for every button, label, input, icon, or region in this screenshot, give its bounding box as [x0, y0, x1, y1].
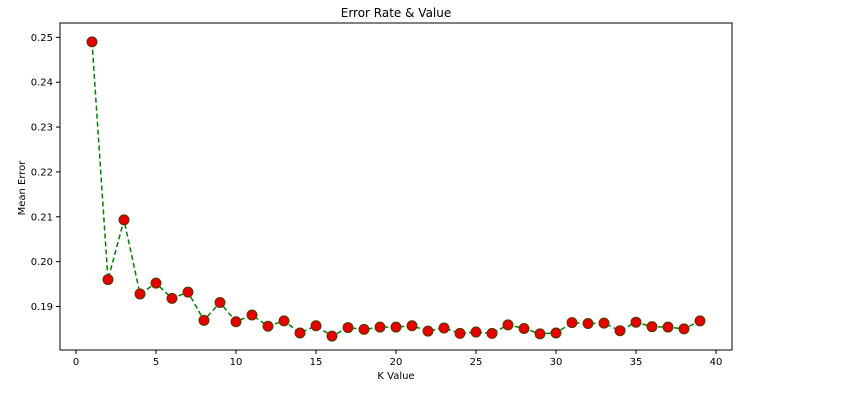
y-axis-label: Mean Error [17, 160, 28, 216]
data-point [294, 327, 306, 339]
data-point [502, 319, 514, 331]
chart-title: Error Rate & Value [341, 6, 452, 20]
data-point [646, 321, 658, 333]
y-axis-ticks: 0.19 0.20 0.21 0.22 0.23 0.24 0.25 [31, 33, 60, 313]
data-point [166, 292, 178, 304]
data-point [470, 326, 482, 338]
x-axis-label: K Value [377, 371, 414, 382]
series-markers [86, 36, 706, 342]
data-point [310, 320, 322, 332]
data-point [694, 315, 706, 327]
data-point [86, 36, 98, 48]
data-point [662, 321, 674, 333]
data-point [454, 327, 466, 339]
x-tick-label: 40 [710, 357, 723, 368]
data-point [214, 296, 226, 308]
x-tick-label: 10 [230, 357, 243, 368]
y-tick-label: 0.25 [31, 33, 53, 44]
data-point [582, 318, 594, 330]
data-point [150, 277, 162, 289]
x-tick-label: 30 [550, 357, 563, 368]
data-point [358, 323, 370, 335]
y-tick-label: 0.19 [31, 302, 53, 313]
x-tick-label: 0 [73, 357, 79, 368]
data-point [246, 309, 258, 321]
data-point [406, 320, 418, 332]
data-point [198, 314, 210, 326]
data-point [182, 286, 194, 298]
y-tick-label: 0.20 [31, 257, 53, 268]
data-point [374, 321, 386, 333]
y-tick-label: 0.24 [31, 78, 53, 89]
data-point [342, 322, 354, 334]
x-tick-label: 35 [630, 357, 643, 368]
x-tick-label: 25 [470, 357, 483, 368]
data-point [102, 274, 114, 286]
data-point [118, 214, 130, 226]
data-point [614, 325, 626, 337]
y-tick-label: 0.23 [31, 123, 53, 134]
data-point [550, 327, 562, 339]
data-point [262, 320, 274, 332]
data-point [422, 325, 434, 337]
data-point [630, 316, 642, 328]
x-tick-label: 5 [153, 357, 159, 368]
y-tick-label: 0.22 [31, 167, 53, 178]
data-point [326, 330, 338, 342]
x-tick-label: 20 [390, 357, 403, 368]
plot-area [59, 22, 733, 351]
data-point [598, 317, 610, 329]
x-axis-ticks: 0 5 10 15 20 25 30 35 40 [73, 350, 723, 368]
data-point [278, 315, 290, 327]
data-point [230, 316, 242, 328]
x-tick-label: 15 [310, 357, 323, 368]
data-point [534, 328, 546, 340]
data-point [438, 322, 450, 334]
data-point [678, 323, 690, 335]
data-point [134, 288, 146, 300]
data-point [518, 322, 530, 334]
data-point [566, 317, 578, 329]
data-point [486, 327, 498, 339]
y-tick-label: 0.21 [31, 212, 53, 223]
data-point [390, 321, 402, 333]
